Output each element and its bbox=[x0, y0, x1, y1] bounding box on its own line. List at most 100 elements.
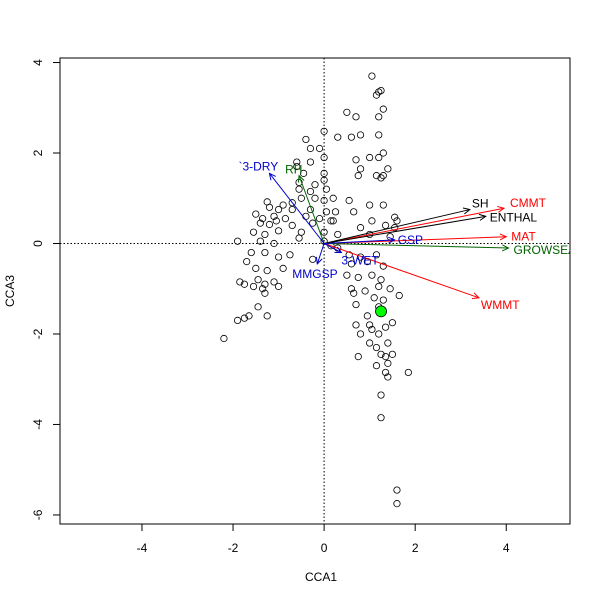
site-point bbox=[254, 276, 262, 284]
site-point bbox=[233, 237, 242, 245]
site-point bbox=[368, 271, 376, 279]
site-point bbox=[263, 267, 271, 275]
site-point bbox=[322, 185, 330, 193]
site-point bbox=[261, 230, 269, 239]
y-tick-label: 0 bbox=[31, 240, 45, 247]
vector-arrowhead bbox=[471, 292, 481, 300]
site-point bbox=[381, 368, 390, 377]
site-point bbox=[270, 212, 278, 220]
site-point bbox=[261, 289, 269, 297]
site-point bbox=[372, 343, 381, 352]
site-point bbox=[315, 144, 324, 153]
site-point bbox=[393, 500, 401, 508]
vector-arrow bbox=[323, 243, 480, 299]
y-tick-label: 4 bbox=[31, 59, 45, 66]
vector-arrowhead bbox=[297, 174, 305, 183]
vector-arrowhead bbox=[478, 213, 487, 221]
vector-label: GSP bbox=[398, 233, 423, 247]
site-point bbox=[240, 314, 249, 322]
site-point bbox=[379, 201, 387, 209]
site-point bbox=[366, 201, 374, 209]
site-point bbox=[265, 203, 274, 211]
site-point bbox=[347, 260, 356, 268]
site-point bbox=[379, 172, 387, 180]
vector-arrow bbox=[323, 209, 470, 244]
site-point bbox=[274, 253, 283, 261]
y-tick-label: -2 bbox=[31, 328, 45, 339]
site-point bbox=[288, 221, 296, 229]
site-point bbox=[293, 158, 301, 166]
site-point bbox=[381, 221, 390, 229]
site-point bbox=[386, 285, 394, 293]
site-point bbox=[320, 176, 328, 184]
site-point bbox=[370, 294, 378, 302]
x-tick-label: -4 bbox=[137, 541, 148, 555]
vector-arrowhead bbox=[462, 207, 471, 215]
site-point bbox=[270, 278, 278, 286]
site-point bbox=[375, 153, 383, 162]
site-point bbox=[315, 215, 324, 223]
site-point bbox=[356, 330, 365, 338]
x-tick-label: 0 bbox=[321, 541, 328, 555]
site-point bbox=[356, 131, 365, 139]
vector-label: GROWSEAS bbox=[514, 243, 585, 257]
x-tick-label: 2 bbox=[412, 541, 419, 555]
vector-label: WMMT bbox=[481, 298, 520, 312]
site-point bbox=[240, 280, 249, 288]
site-point bbox=[352, 300, 360, 309]
site-point bbox=[379, 149, 387, 157]
site-point bbox=[220, 334, 228, 343]
site-point bbox=[293, 162, 301, 171]
site-point bbox=[391, 213, 399, 221]
site-point bbox=[309, 219, 317, 227]
site-point bbox=[377, 414, 385, 422]
site-point bbox=[259, 285, 267, 293]
site-point bbox=[366, 339, 374, 347]
site-point bbox=[306, 187, 315, 196]
site-point bbox=[372, 362, 381, 370]
site-point bbox=[252, 264, 260, 272]
site-point bbox=[261, 280, 269, 288]
site-point bbox=[329, 217, 337, 225]
vector-arrowhead bbox=[334, 246, 343, 254]
site-point bbox=[300, 169, 308, 177]
site-point bbox=[379, 262, 387, 270]
site-point bbox=[356, 165, 365, 173]
site-point bbox=[286, 251, 294, 259]
site-point bbox=[302, 212, 310, 220]
site-point bbox=[279, 201, 287, 209]
site-point bbox=[334, 230, 342, 239]
site-point bbox=[343, 271, 351, 279]
site-point bbox=[372, 91, 381, 99]
site-point bbox=[388, 350, 397, 358]
vector-label: CMMT bbox=[510, 196, 547, 210]
site-point bbox=[249, 228, 258, 236]
site-point bbox=[320, 153, 328, 162]
site-point bbox=[384, 339, 392, 347]
y-tick-label: -6 bbox=[31, 509, 45, 520]
site-point bbox=[347, 133, 356, 141]
site-point bbox=[366, 321, 374, 329]
vector-label: ENTHAL bbox=[490, 210, 538, 224]
site-point bbox=[352, 321, 360, 329]
site-point bbox=[354, 172, 362, 180]
site-point bbox=[309, 255, 317, 263]
site-point bbox=[322, 208, 330, 216]
y-axis-label: CCA3 bbox=[3, 275, 17, 307]
site-point bbox=[334, 133, 342, 141]
site-point bbox=[377, 86, 385, 95]
site-point bbox=[363, 312, 371, 320]
site-point bbox=[306, 144, 315, 153]
site-point bbox=[395, 291, 403, 300]
site-point bbox=[381, 353, 390, 361]
site-point bbox=[270, 239, 278, 248]
site-point bbox=[311, 194, 319, 202]
x-tick-label: -2 bbox=[228, 541, 239, 555]
site-point bbox=[320, 228, 328, 236]
site-point bbox=[274, 282, 283, 291]
site-point bbox=[393, 486, 401, 494]
vector-arrowhead bbox=[501, 244, 510, 252]
site-point bbox=[354, 353, 362, 361]
vector-arrowhead bbox=[388, 236, 396, 244]
